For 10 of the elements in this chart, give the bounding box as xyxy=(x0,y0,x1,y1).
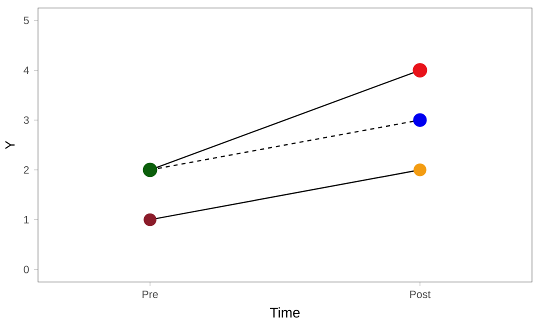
y-axis-title: Y xyxy=(5,140,15,150)
y-tick-label: 1 xyxy=(24,216,29,224)
y-tick-label: 5 xyxy=(24,16,29,24)
y-tick-label: 3 xyxy=(24,116,29,124)
x-tick-label: Post xyxy=(410,290,431,298)
y-tick-label: 2 xyxy=(24,166,29,174)
y-tick-label: 4 xyxy=(24,66,29,74)
x-axis-title: Time xyxy=(270,307,300,318)
x-tick-label: Pre xyxy=(142,290,158,298)
y-tick-label: 0 xyxy=(24,266,29,274)
